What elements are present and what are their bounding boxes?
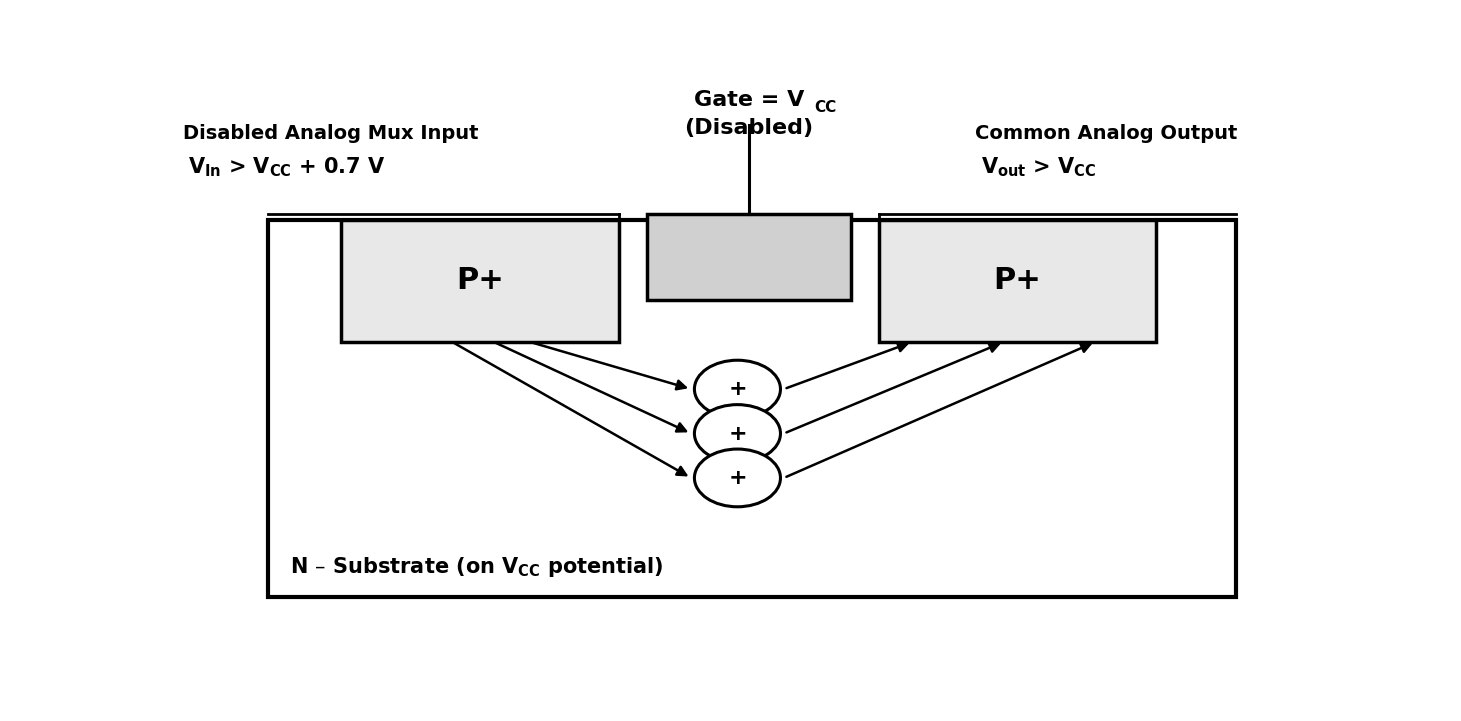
Ellipse shape [694, 360, 780, 418]
Text: (Disabled): (Disabled) [684, 118, 814, 138]
Ellipse shape [694, 404, 780, 462]
Bar [267, 220, 1236, 597]
Text: P+: P+ [456, 266, 504, 296]
Text: Common Analog Output: Common Analog Output [976, 124, 1237, 143]
Text: +: + [728, 468, 747, 488]
Text: $\mathregular{V_{In}}$ > $\mathregular{V_{CC}}$ + 0.7 V: $\mathregular{V_{In}}$ > $\mathregular{V… [188, 155, 386, 179]
Text: P+: P+ [993, 266, 1042, 296]
Ellipse shape [694, 449, 780, 507]
Text: +: + [728, 379, 747, 399]
Text: CC: CC [815, 100, 837, 115]
Text: $\mathregular{V_{out}}$ > $\mathregular{V_{CC}}$: $\mathregular{V_{out}}$ > $\mathregular{… [980, 155, 1096, 179]
Text: Disabled Analog Mux Input: Disabled Analog Mux Input [183, 124, 478, 143]
Bar [880, 220, 1157, 342]
Text: Gate = V: Gate = V [694, 90, 804, 110]
Bar [647, 214, 850, 300]
Bar [342, 220, 618, 342]
Text: +: + [728, 423, 747, 443]
Text: N – Substrate (on $\mathregular{V_{CC}}$ potential): N – Substrate (on $\mathregular{V_{CC}}$… [291, 554, 663, 579]
